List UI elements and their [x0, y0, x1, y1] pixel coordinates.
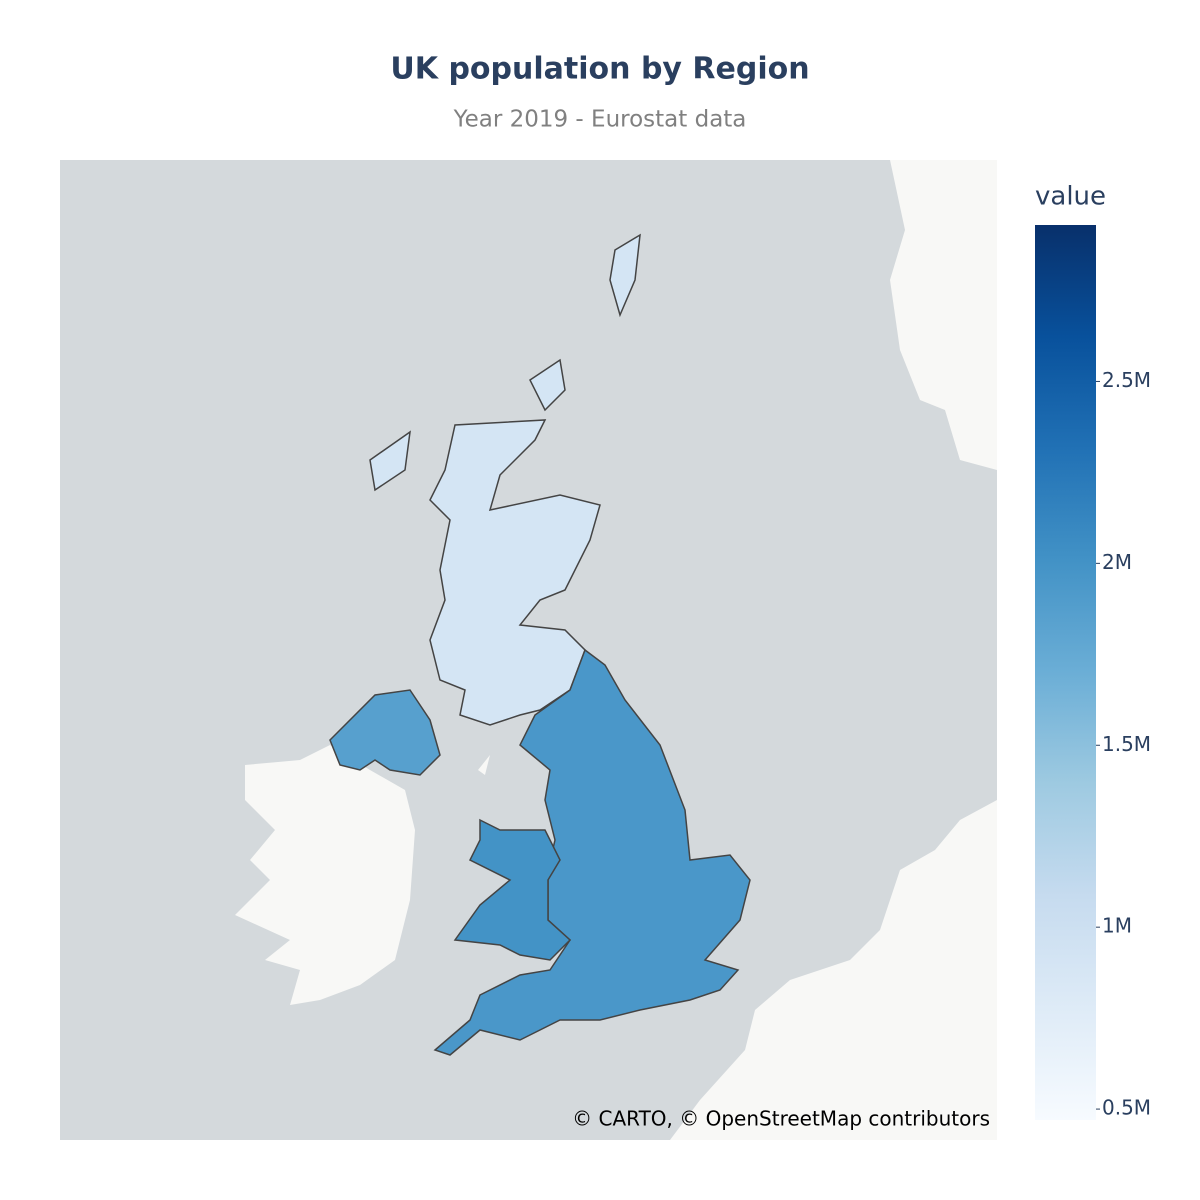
- region: [329, 689, 441, 776]
- chart-subtitle: Year 2019 - Eurostat data: [453, 107, 747, 133]
- colorbar-tick-label: 1M: [1102, 914, 1132, 938]
- colorbar-tick-label: 2.5M: [1102, 368, 1151, 392]
- colorbar-tick-label: 2M: [1102, 550, 1132, 574]
- region: [433, 648, 751, 1056]
- chart-title: UK population by Region: [390, 52, 809, 87]
- colorbar: [1035, 225, 1096, 1120]
- region: [369, 233, 641, 726]
- region: [453, 818, 572, 961]
- colorbar-tick-label: 0.5M: [1102, 1096, 1151, 1120]
- attribution: © CARTO, © OpenStreetMap contributors: [572, 1107, 990, 1131]
- colorbar-tick-label: 1.5M: [1102, 732, 1151, 756]
- regions: [329, 233, 751, 1056]
- colorbar-title: value: [1035, 182, 1106, 212]
